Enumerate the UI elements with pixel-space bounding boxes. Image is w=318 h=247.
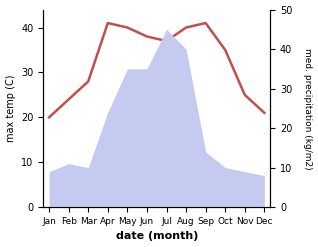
X-axis label: date (month): date (month) <box>115 231 198 242</box>
Y-axis label: med. precipitation (kg/m2): med. precipitation (kg/m2) <box>303 48 313 169</box>
Y-axis label: max temp (C): max temp (C) <box>5 75 16 142</box>
